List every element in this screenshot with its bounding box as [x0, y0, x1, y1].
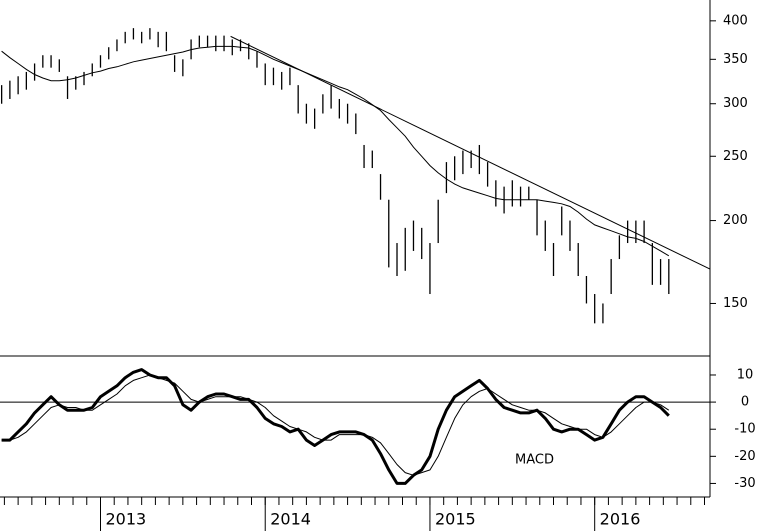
- y-tick-label: -30: [734, 476, 755, 491]
- x-tick-label: 2015: [435, 510, 476, 529]
- y-tick-label: 400: [723, 13, 748, 28]
- macd-label: MACD: [515, 453, 554, 468]
- y-tick-label: -20: [734, 449, 755, 464]
- y-tick-label: 250: [723, 149, 748, 164]
- y-tick-label: 300: [723, 96, 748, 111]
- macd-line: [1, 368, 670, 485]
- y-tick-label: 200: [723, 213, 748, 228]
- y-tick-label: 10: [737, 367, 754, 382]
- y-tick-label: -10: [734, 422, 755, 437]
- trendline: [230, 35, 711, 270]
- y-tick-label: 150: [723, 296, 748, 311]
- macd-line: [1, 374, 670, 476]
- x-tick-label: 2016: [600, 510, 641, 529]
- x-tick-label: 2014: [270, 510, 311, 529]
- x-tick-label: 2013: [105, 510, 146, 529]
- moving-average: [1, 45, 670, 257]
- y-tick-label: 350: [723, 52, 748, 67]
- y-tick-label: 0: [741, 395, 749, 410]
